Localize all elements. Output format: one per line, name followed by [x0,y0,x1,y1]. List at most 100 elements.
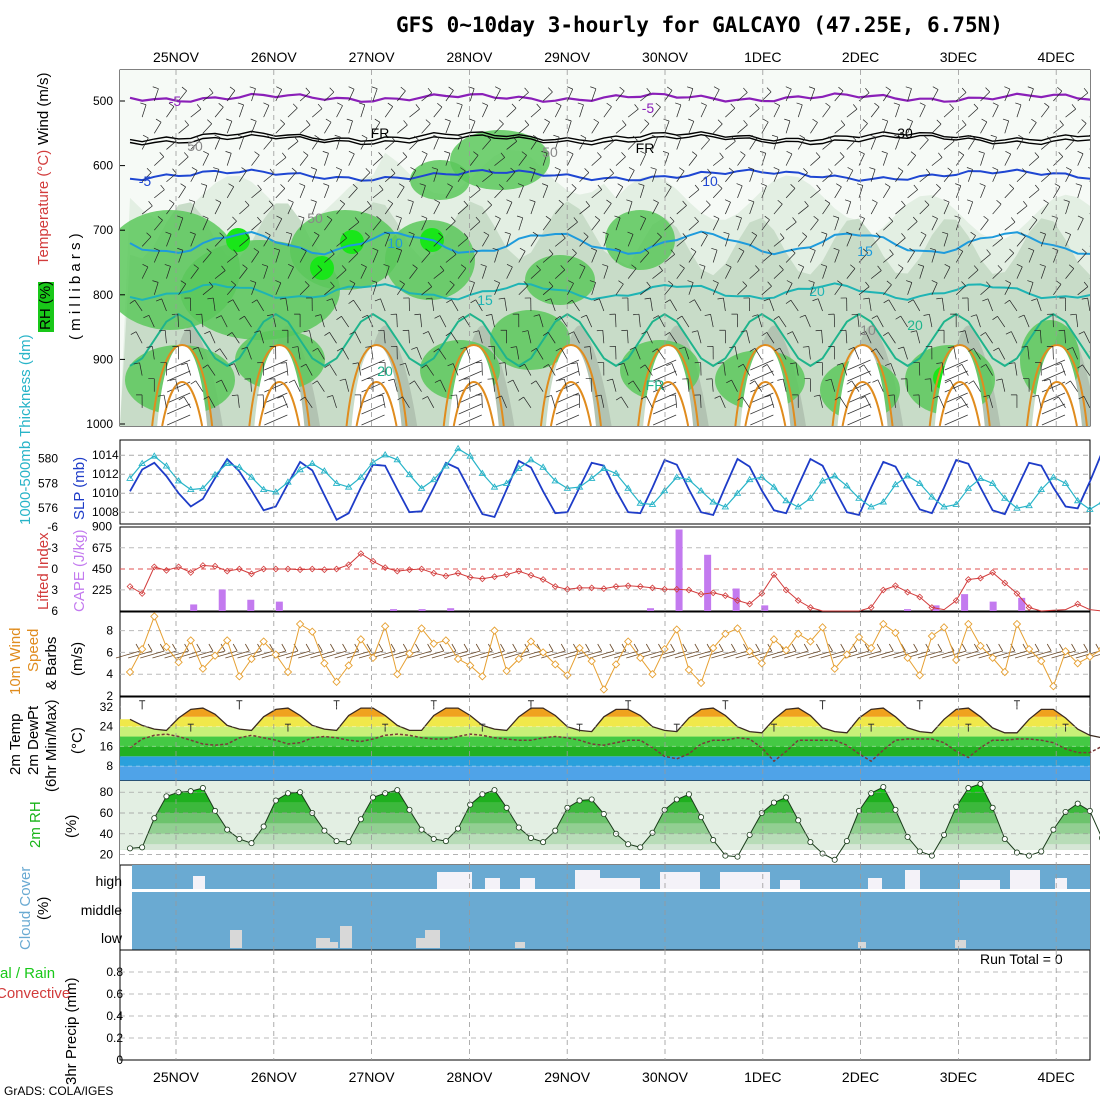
wind-barb-flag [545,215,551,220]
wind-barb [542,91,553,102]
wind-barb-flag [250,280,257,283]
wind-barb [1070,380,1078,392]
wind-barb [239,104,244,118]
wind-barb [275,188,286,199]
wind-speed-marker [648,670,657,679]
wind-barb [178,90,187,102]
lifted-index-marker [515,567,523,575]
wind10m-barb [796,650,821,659]
thickness-marker [660,486,669,494]
wind-barb-flag [291,167,297,173]
wind-barb-flag [839,152,845,157]
wind-barb [535,380,544,392]
wind-barb-flag [653,315,659,319]
lifted-index-marker [381,564,389,571]
wind-barb [226,254,238,263]
wind-barb [202,153,209,166]
wind-barb-flag [583,232,589,237]
thickness-marker [417,484,426,491]
lifted-index-marker [369,557,377,565]
wind-speed-marker [684,665,694,675]
thickness-marker [1086,505,1094,512]
wind-barb-flag [323,183,330,187]
lifted-index-marker [576,584,583,592]
wind-barb-flag [1069,135,1075,141]
wind-barb [384,234,391,247]
hatch-line [750,392,774,404]
wind-barb [785,252,796,263]
wind10m-barb [954,650,979,659]
wind-barb-flag [1055,362,1062,366]
wind-barb [1053,217,1058,231]
wind-barb-flag [958,151,965,156]
wind-barb-flag [215,379,222,383]
wind-barb [433,236,444,247]
wind10m-barb-flag [791,643,797,652]
wind-barb-flag [621,152,626,158]
wind-barb-flag [188,199,195,203]
rh-green-region [410,160,470,200]
thickness-marker [843,482,851,489]
wind-barb [482,204,492,215]
wind-barb-flag [717,362,724,364]
wind-barb-flag [865,87,870,94]
wind-barb [360,104,366,118]
wind10m-barb-flag [925,643,931,652]
thickness-marker [332,479,341,486]
wind-barb [700,105,707,118]
wind-barb [226,284,236,296]
wind-barb [676,137,682,150]
wind-barb-flag [339,378,346,381]
lifted-index-marker [989,569,997,576]
wind-barb [518,217,524,231]
wind-barb-flag [719,152,724,158]
cape-bar [218,589,226,611]
thickness-marker [1061,479,1070,486]
wind-barb-flag [1032,394,1039,397]
lifted-index-marker [551,583,559,590]
wind-barb [263,173,274,183]
wind-barb [384,266,390,279]
wind-barb-flag [232,216,237,222]
wind-barb-flag [893,102,900,106]
wind-barb [656,348,665,360]
wind10m-barb-flag [597,643,603,652]
wind-barb-flag [737,396,743,401]
lifted-index-marker [636,583,644,590]
thickness-marker [879,498,888,505]
wind-barb [469,155,479,166]
date-label-bottom: 2DEC [842,1069,879,1085]
rh2m-marker [406,806,413,813]
wind-barb [700,234,708,247]
wind-barb-flag [790,184,796,189]
thickness-marker [490,483,499,490]
wind-barb [402,396,410,409]
wind-barb [457,104,463,118]
hatch-line [1041,414,1066,426]
wind-barb-flag [691,151,698,156]
wind-barb-flag [917,264,924,267]
wind-barb [882,120,889,134]
wind-barb-flag [664,299,671,304]
wind-speed-marker [781,646,791,655]
wind-barb [688,221,699,231]
lifted-index-marker [163,567,170,574]
wind-barb [384,106,393,118]
wind-barb [627,170,635,182]
wind-barb [226,90,236,102]
wind-barb-flag [365,346,372,348]
wind-barb [567,120,572,134]
rh2m-marker [1001,836,1008,843]
thickness-marker [903,472,912,479]
wind-barb-flag [691,330,698,333]
temp-contour-30 [258,380,301,426]
thickness-marker [199,484,207,491]
lifted-index-marker [539,576,547,583]
wind-barb-flag [276,215,282,219]
wind-barb [810,250,816,263]
wind-barb [903,346,908,360]
hatch-line [361,414,385,426]
wind-barb-flag [644,297,651,300]
precip-tick-label: 0.2 [106,1031,123,1045]
